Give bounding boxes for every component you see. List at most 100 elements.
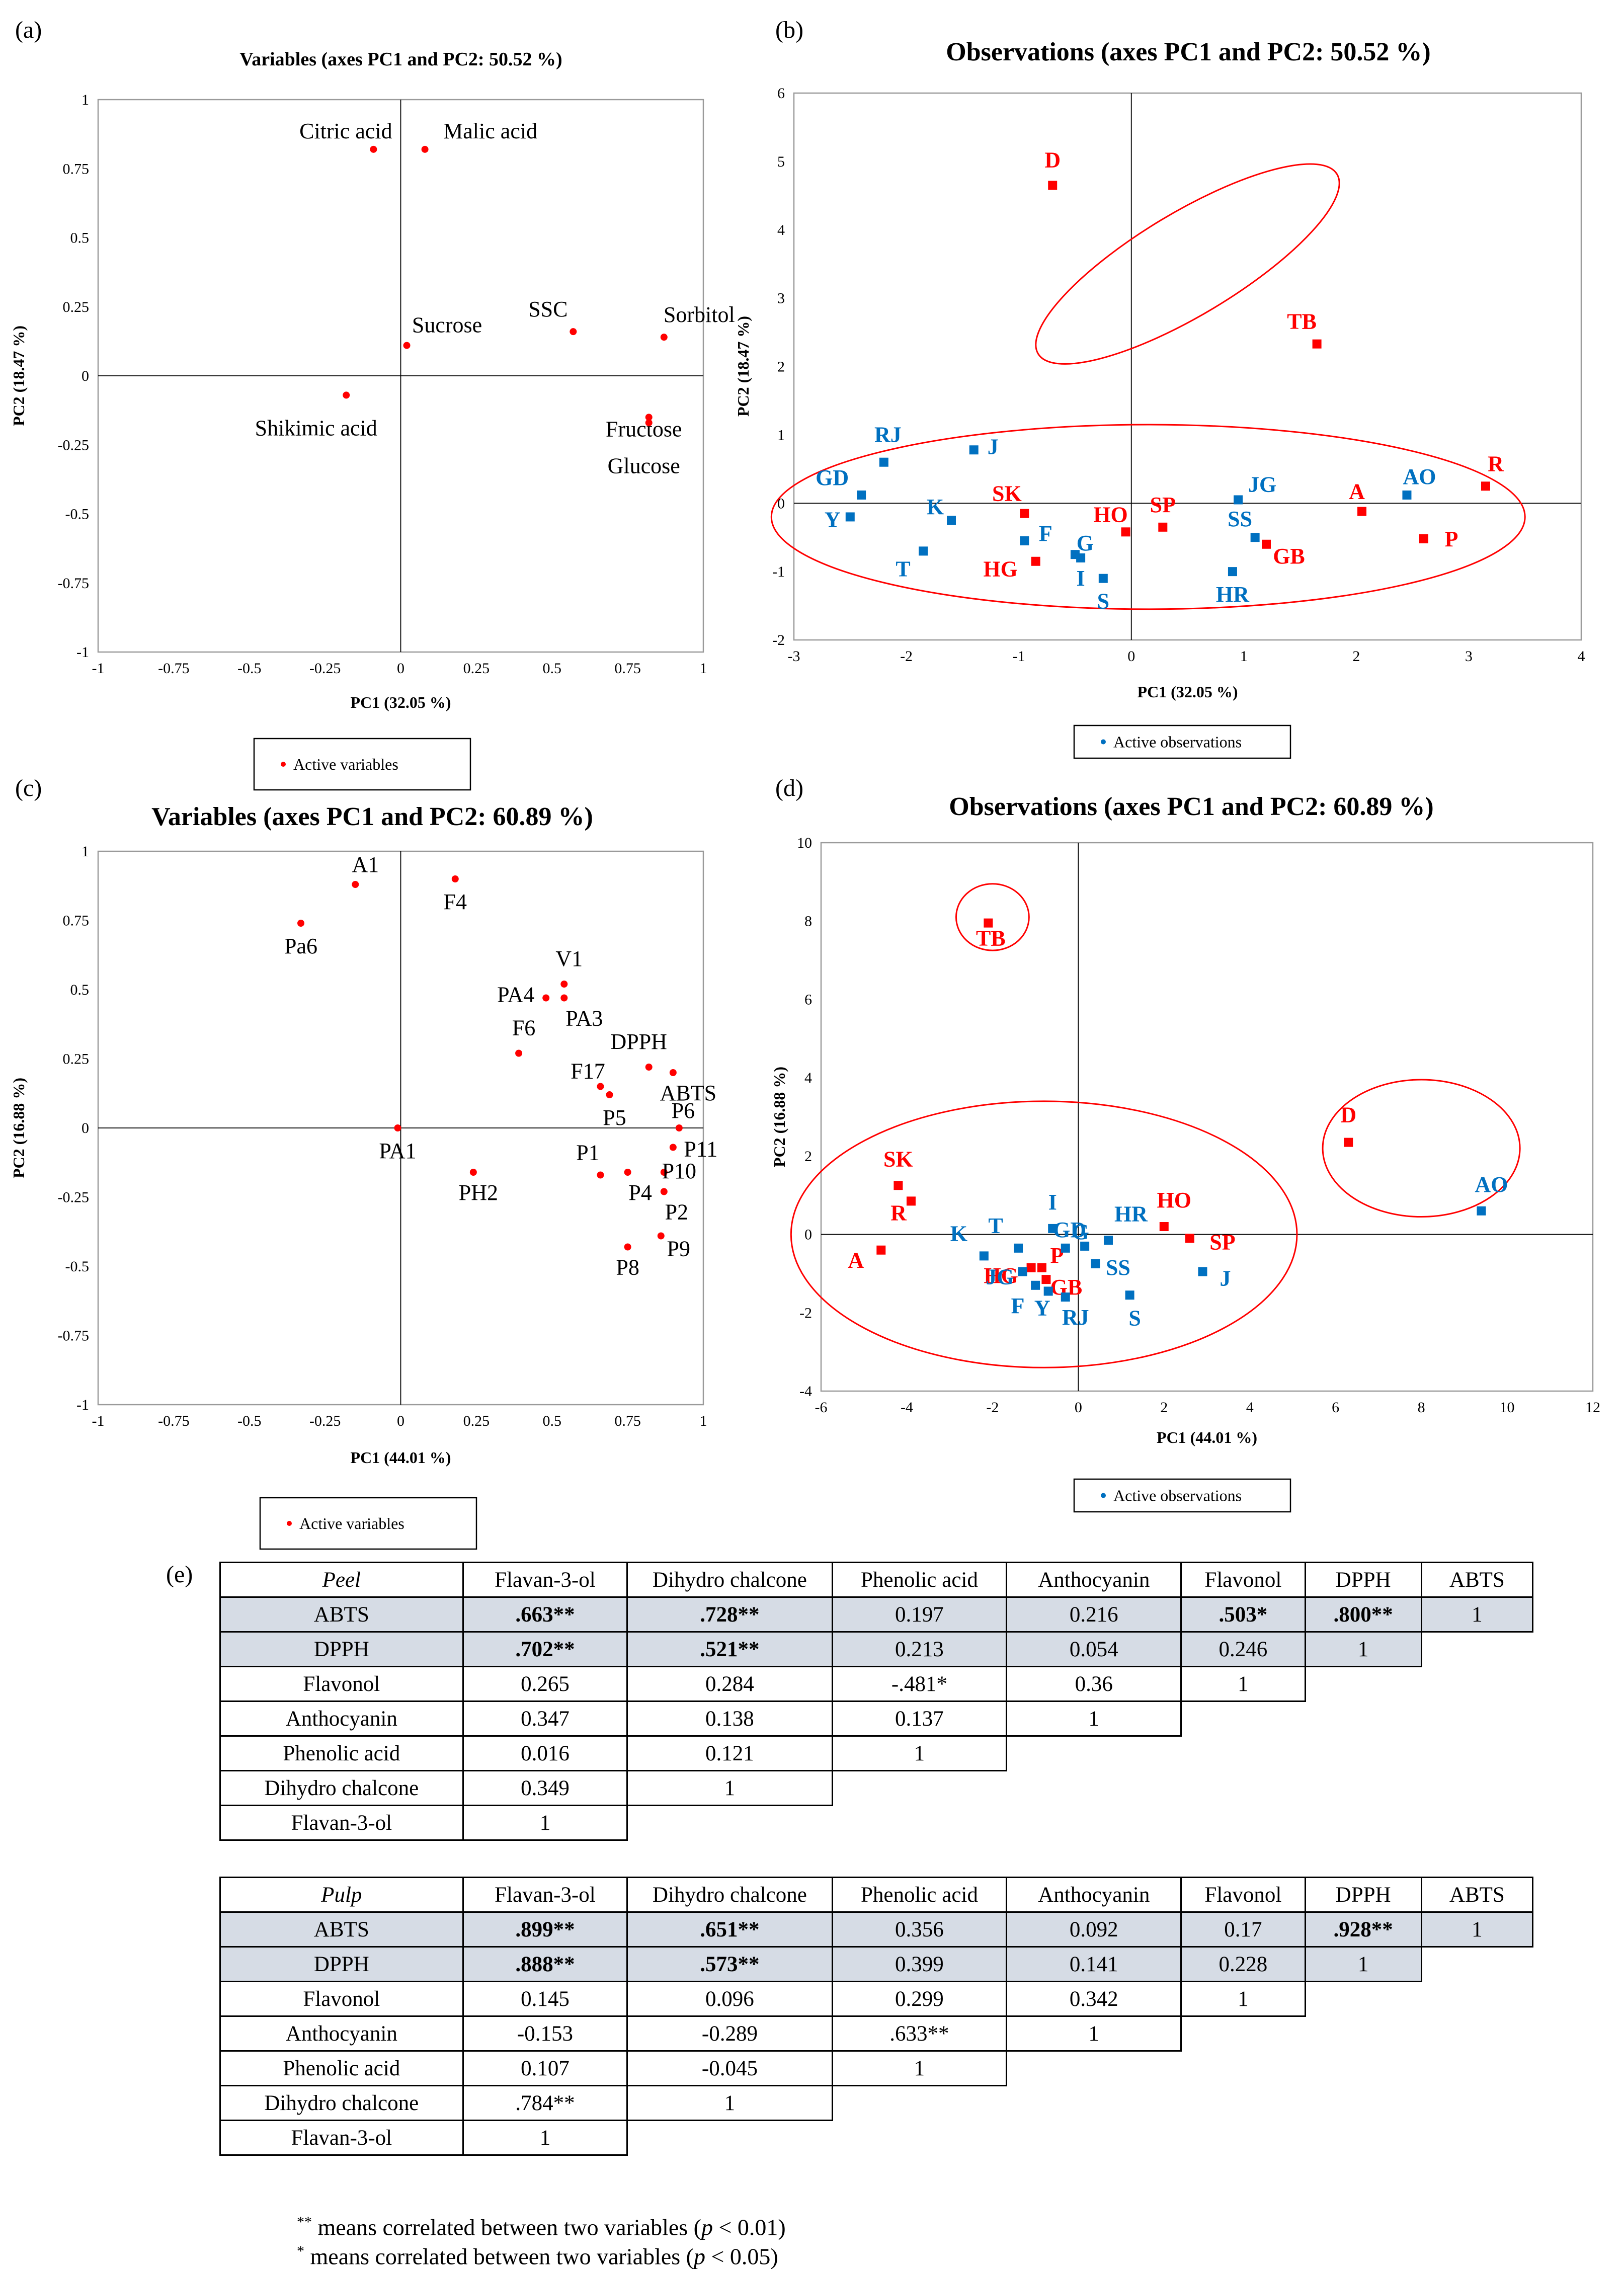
point-label-a: A: [1349, 479, 1365, 504]
table-empty-cell: [627, 2121, 832, 2155]
y-tick-label: 5: [777, 153, 785, 170]
y-tick-label: 2: [777, 359, 785, 375]
y-tick-label: 1: [82, 92, 89, 108]
point-label-p1: P1: [576, 1141, 599, 1165]
point-label-pa1: PA1: [379, 1139, 416, 1163]
x-tick-label: -6: [815, 1399, 828, 1416]
table-cell: 1: [1420, 1596, 1534, 1633]
point-label-p11: P11: [684, 1137, 717, 1162]
table-cell: 0.096: [626, 1981, 833, 2017]
table-name-cell: Peel: [219, 1562, 464, 1598]
row-label-cell: Flavonol: [219, 1666, 464, 1702]
table-header-cell: ABTS: [1420, 1877, 1534, 1913]
point-label-rj: RJ: [1062, 1305, 1089, 1330]
point-gd: [1080, 1241, 1090, 1251]
table-cell: .503*: [1180, 1596, 1306, 1633]
y-tick-label: 3: [777, 290, 785, 307]
point-label-sk: SK: [883, 1147, 913, 1171]
table-empty-cell: [832, 1771, 1007, 1806]
point-label-citric-acid: Citric acid: [299, 119, 392, 143]
table-cell: .899**: [462, 1911, 628, 1948]
point-y: [1043, 1286, 1053, 1296]
legend-marker: [281, 762, 286, 767]
row-label-cell: Anthocyanin: [219, 1700, 464, 1737]
table-empty-cell: [1421, 1806, 1532, 1840]
point-label-ho: HO: [1093, 502, 1127, 527]
point-label-hg: HG: [984, 1263, 1018, 1288]
table-row: Dihydro chalcone .784** 1: [219, 2085, 1533, 2121]
table-cell: 0.197: [831, 1596, 1008, 1633]
x-tick-label: 1: [700, 660, 707, 677]
table-header-cell: Anthocyanin: [1006, 1562, 1182, 1598]
point-label-d: D: [1340, 1103, 1356, 1127]
point-label-p9: P9: [667, 1237, 690, 1261]
table-row: ABTS .663** .728** 0.197 0.216.503* .800** 1: [219, 1596, 1534, 1633]
point-p5: [606, 1091, 613, 1098]
point-f17: [597, 1083, 604, 1090]
row-label-cell: ABTS: [219, 1596, 464, 1633]
point-label-r: R: [890, 1200, 907, 1225]
cluster-ellipse: [790, 1100, 1298, 1368]
point-jg: [1234, 495, 1243, 505]
x-tick-label: 3: [1465, 648, 1473, 665]
point-label-jg: JG: [1248, 472, 1276, 497]
point-i: [1076, 553, 1086, 562]
table-empty-cell: [1181, 2051, 1305, 2086]
point-d: [1048, 181, 1058, 190]
point-t: [919, 546, 928, 556]
cluster-ellipse: [770, 424, 1526, 610]
x-tick-label: -0.75: [158, 1413, 190, 1429]
table-empty-cell: [1305, 2016, 1421, 2051]
plot-frame: [820, 842, 1594, 1392]
x-tick-label: -0.25: [309, 1413, 341, 1429]
note-p001-mark: **: [297, 2214, 312, 2230]
table-cell: 0.213: [831, 1631, 1008, 1667]
table-empty-cell: [832, 1806, 1007, 1840]
chart-title: Observations (axes PC1 and PC2: 60.89 %): [949, 792, 1433, 821]
x-tick-label: -0.5: [237, 1413, 262, 1429]
point-i: [1048, 1224, 1058, 1233]
point-ss: [1091, 1259, 1100, 1268]
point-label-pa6: Pa6: [284, 934, 317, 958]
point-pa4: [542, 994, 550, 1002]
row-label-cell: Flavonol: [219, 1981, 464, 2017]
point-ao: [1402, 490, 1412, 500]
point-label-v1: V1: [555, 946, 583, 971]
x-tick-label: 0: [1075, 1399, 1082, 1416]
point-label-gd: GD: [1053, 1218, 1086, 1242]
y-tick-label: 0.25: [63, 299, 90, 315]
table-cell: .651**: [626, 1911, 833, 1948]
table-cell: 1: [831, 1735, 1008, 1771]
table-cell: 0.356: [831, 1911, 1008, 1948]
table-cell: 0.299: [831, 1981, 1008, 2017]
legend-marker: [1101, 1493, 1106, 1498]
point-label-sorbitol: Sorbitol: [664, 302, 735, 327]
point-label-y: Y: [825, 507, 841, 532]
point-pa1: [394, 1124, 401, 1131]
table-cell: -.481*: [831, 1666, 1008, 1702]
point-y: [845, 512, 855, 522]
x-tick-label: -4: [901, 1399, 913, 1416]
y-tick-label: -0.5: [65, 1258, 90, 1275]
y-tick-label: 10: [797, 835, 812, 851]
table-empty-cell: [1421, 2121, 1532, 2155]
table-cell: 0.17: [1180, 1911, 1306, 1948]
table-cell: 0.265: [462, 1666, 628, 1702]
point-citric-acid: [370, 145, 377, 153]
y-tick-label: -0.25: [58, 437, 90, 453]
table-header-cell: Phenolic acid: [831, 1562, 1008, 1598]
table-row: Flavonol 0.265 0.284 -.481* 0.36 1: [219, 1666, 1533, 1702]
x-tick-label: -0.25: [309, 660, 341, 677]
point-label-hr: HR: [1216, 582, 1250, 607]
y-tick-label: -4: [799, 1383, 812, 1400]
point-p8: [624, 1243, 631, 1251]
point-a: [1357, 507, 1367, 516]
table-cell: 1: [1304, 1946, 1422, 1982]
table-cell: 0.342: [1006, 1981, 1182, 2017]
point-label-i: I: [1077, 566, 1085, 591]
x-tick-label: 0.5: [543, 1413, 562, 1429]
point-label-t: T: [988, 1213, 1003, 1238]
point-tb: [984, 918, 993, 928]
row-label-cell: Flavan-3-ol: [219, 2120, 464, 2156]
point-label-j: J: [988, 434, 999, 459]
